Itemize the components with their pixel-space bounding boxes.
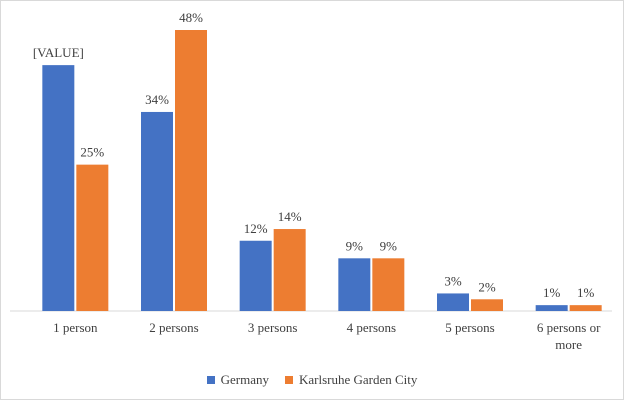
bar <box>76 164 109 311</box>
legend-swatch <box>206 376 215 384</box>
legend-swatch <box>284 376 293 384</box>
x-tick-label: 4 persons <box>346 320 397 335</box>
legend-label: Germany <box>220 372 269 387</box>
legend: Germany Karlsruhe Garden City <box>0 372 624 388</box>
data-label: 34% <box>145 92 169 107</box>
data-label: 2% <box>478 279 496 294</box>
bar <box>471 299 503 311</box>
data-label: 3% <box>444 273 462 288</box>
legend-label: Karlsruhe Garden City <box>298 372 418 387</box>
data-label: 48% <box>179 10 203 25</box>
x-tick-label: 6 persons or more <box>536 320 601 352</box>
bar <box>141 111 173 311</box>
bar <box>239 240 272 311</box>
x-tick-label: 3 persons <box>247 320 298 335</box>
x-tick-label: 5 persons <box>445 320 495 335</box>
x-tick-label: 1 person <box>53 320 98 335</box>
x-tick-label: 2 persons <box>149 320 199 335</box>
bar <box>273 229 306 311</box>
bar <box>569 305 602 311</box>
data-label: 25% <box>80 145 104 160</box>
data-label: 1% <box>577 285 595 300</box>
data-label: 9% <box>380 238 398 253</box>
bar <box>372 258 405 311</box>
data-label: [VALUE] <box>33 45 84 60</box>
data-label: 1% <box>543 285 561 300</box>
data-label: 9% <box>346 238 364 253</box>
bar <box>535 305 568 311</box>
bar <box>338 258 371 311</box>
data-label: 12% <box>244 221 268 236</box>
legend-item: Germany <box>206 372 269 388</box>
bar <box>175 30 207 311</box>
bar <box>42 65 75 311</box>
legend-item: Karlsruhe Garden City <box>284 372 418 388</box>
bar <box>437 293 469 311</box>
data-label: 14% <box>278 209 302 224</box>
